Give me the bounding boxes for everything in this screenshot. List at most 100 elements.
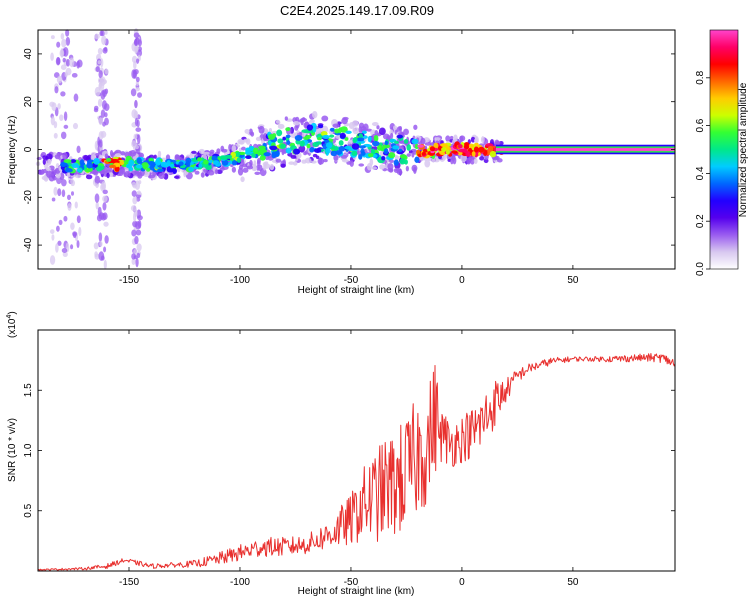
heatmap-cell: [473, 146, 479, 153]
heatmap-cell: [329, 134, 335, 138]
heatmap-cell: [136, 252, 141, 259]
spectrogram-x-label: Height of straight line (km): [298, 285, 415, 296]
heatmap-cell: [451, 150, 458, 154]
heatmap-cell: [198, 148, 205, 155]
heatmap-cell: [398, 125, 403, 131]
heatmap-cell: [321, 115, 329, 122]
heatmap-cell: [382, 133, 390, 140]
heatmap-cell: [251, 152, 256, 158]
heatmap-cell: [133, 60, 137, 70]
heatmap-cell: [73, 93, 79, 102]
heatmap-cell: [394, 155, 400, 159]
x-tick-label: 0: [459, 577, 465, 588]
heatmap-cell: [367, 135, 372, 143]
heatmap-cell: [95, 152, 100, 157]
y-tick-label: 1.5: [23, 383, 34, 397]
heatmap-cell: [212, 160, 220, 165]
heatmap-cell: [70, 177, 74, 185]
heatmap-cell: [269, 164, 275, 171]
heatmap-cell: [429, 146, 436, 152]
heatmap-cell: [296, 130, 300, 134]
heatmap-cell: [267, 133, 276, 140]
heatmap-cell: [452, 156, 457, 165]
heatmap-cell: [148, 160, 155, 167]
heatmap-cell: [174, 154, 180, 159]
heatmap-cell: [69, 57, 75, 68]
heatmap-cell: [136, 190, 142, 196]
heatmap-cell: [153, 154, 157, 159]
heatmap-cell: [169, 163, 175, 168]
heatmap-cell: [76, 240, 80, 248]
heatmap-cell: [145, 167, 151, 172]
heatmap-cell: [414, 156, 420, 164]
heatmap-cell: [55, 243, 59, 253]
heatmap-cell: [358, 163, 365, 167]
heatmap-cell: [396, 169, 403, 175]
heatmap-cell: [98, 131, 104, 140]
heatmap-cell: [94, 86, 101, 97]
heatmap-cell: [369, 158, 374, 166]
heatmap-cell: [135, 164, 143, 169]
heatmap-cell: [406, 153, 412, 157]
heatmap-cell: [135, 169, 139, 175]
heatmap-cell: [137, 134, 141, 145]
heatmap-cell: [353, 137, 358, 142]
y-tick-label: 20: [23, 96, 34, 108]
heatmap-cell: [403, 128, 409, 136]
heatmap-cell: [441, 146, 447, 153]
heatmap-cell: [103, 259, 107, 270]
heatmap-cell: [119, 160, 125, 166]
heatmap-cell: [275, 158, 282, 163]
heatmap-cell: [54, 154, 61, 160]
heatmap-cell: [103, 46, 108, 52]
heatmap-cell: [97, 136, 101, 146]
heatmap-cell: [292, 161, 298, 166]
heatmap-cell: [225, 154, 233, 159]
heatmap-cell: [342, 116, 349, 121]
heatmap-cell: [51, 234, 55, 241]
heatmap-cell: [417, 144, 424, 148]
heatmap-cell: [293, 121, 300, 126]
heatmap-cell: [53, 132, 58, 139]
y-tick-label: 1.0: [23, 443, 34, 457]
heatmap-cell: [63, 159, 72, 164]
colorbar-tick-label: 0.2: [695, 214, 706, 228]
heatmap-cell: [135, 229, 142, 236]
heatmap-cell: [256, 157, 261, 164]
heatmap-cell: [70, 159, 77, 163]
heatmap-cell: [133, 110, 139, 120]
heatmap-cell: [236, 151, 241, 158]
heatmap-cell: [57, 240, 62, 246]
heatmap-cell: [459, 135, 466, 142]
heatmap-cell: [306, 124, 314, 131]
heatmap-cell: [70, 222, 75, 231]
heatmap-cell: [99, 76, 106, 87]
heatmap-cell: [396, 134, 403, 139]
heatmap-cell: [393, 159, 399, 166]
heatmap-cell: [360, 151, 366, 156]
spectrogram-heatmap: [35, 28, 675, 270]
heatmap-cell: [71, 162, 80, 168]
heatmap-cell: [194, 170, 200, 175]
colorbar-gradient: [709, 29, 739, 270]
heatmap-cell: [62, 57, 66, 63]
heatmap-cell: [378, 127, 386, 136]
heatmap-cell: [90, 171, 97, 175]
heatmap-cell: [398, 148, 403, 153]
heatmap-cell: [41, 175, 48, 181]
heatmap-cell: [131, 258, 136, 265]
heatmap-cell: [104, 235, 109, 244]
heatmap-cell: [214, 169, 219, 175]
heatmap-cell: [178, 161, 184, 166]
heatmap-cell: [473, 158, 478, 165]
heatmap-cell: [137, 219, 142, 229]
heatmap-cell: [93, 242, 99, 250]
heatmap-cell: [348, 122, 355, 129]
snr-y-label: SNR (10 * v/v): [7, 418, 18, 482]
heatmap-cell: [71, 73, 78, 78]
heatmap-cell: [100, 109, 106, 118]
heatmap-cell: [135, 127, 142, 132]
heatmap-cell: [290, 155, 297, 159]
heatmap-cell: [397, 132, 405, 136]
heatmap-cell: [312, 126, 317, 133]
